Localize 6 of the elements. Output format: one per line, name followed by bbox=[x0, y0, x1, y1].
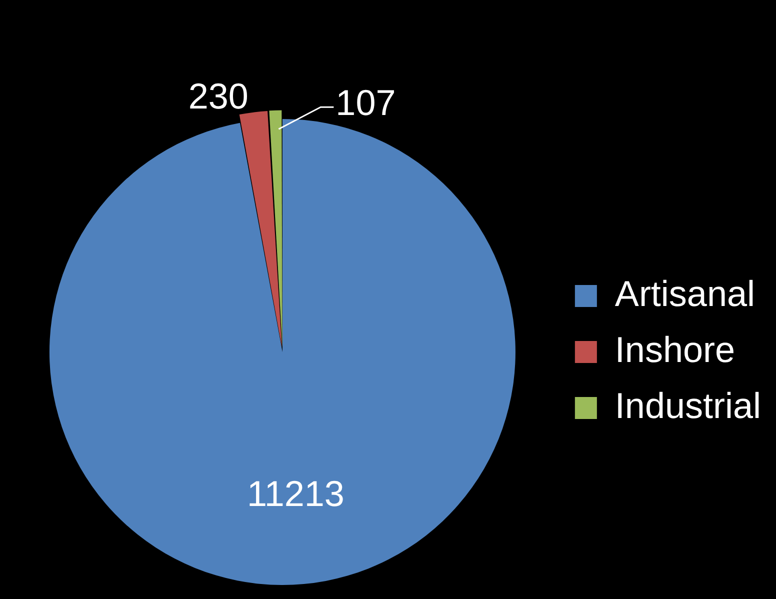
legend-label: Industrial bbox=[614, 384, 762, 426]
data-label: 230 bbox=[188, 76, 248, 117]
legend-label: Inshore bbox=[614, 328, 736, 370]
legend-label: Artisanal bbox=[614, 272, 755, 314]
data-label: 11213 bbox=[246, 472, 344, 514]
data-label: 107 bbox=[336, 82, 396, 124]
